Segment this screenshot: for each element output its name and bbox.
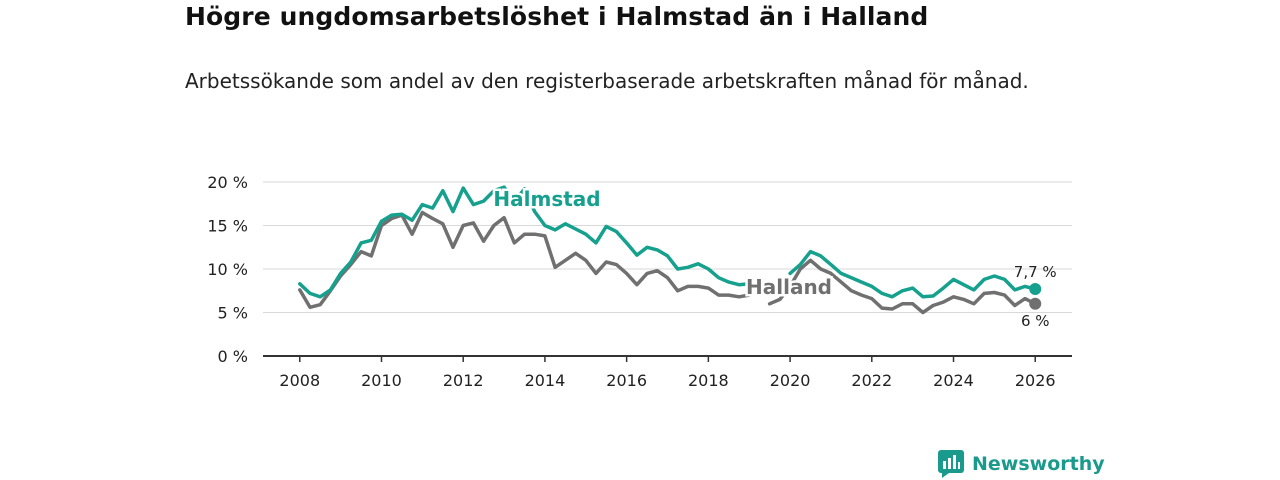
x-tick-label: 2010	[361, 371, 402, 390]
end-label-halmstad: 7,7 %	[1014, 263, 1057, 281]
brand-name: Newsworthy	[972, 453, 1105, 475]
line-chart: 0 %5 %10 %15 %20 % 2008 2010 2012 2014 2016 2…	[207, 173, 1072, 390]
x-tick-label: 2012	[443, 371, 484, 390]
y-axis-labels: 0 % 5 % 10 % 15 % 20 %	[207, 173, 248, 366]
y-tick-label: 0 %	[218, 347, 248, 366]
x-tick-label: 2020	[770, 371, 811, 390]
x-tick-label: 2016	[606, 371, 647, 390]
y-tick-label: 15 %	[207, 217, 248, 236]
newsworthy-logo-icon	[938, 450, 964, 478]
chart-title: Högre ungdomsarbetslöshet i Halmstad än …	[185, 2, 929, 31]
end-point-halland	[1029, 297, 1042, 310]
series-label-halmstad: Halmstad	[493, 187, 600, 211]
y-tick-label: 20 %	[207, 173, 248, 192]
end-markers: 6 % 7,7 %	[1014, 263, 1057, 330]
x-tick-label: 2008	[279, 371, 320, 390]
series-line-halmstad	[298, 185, 1037, 299]
x-axis: 2008 2010 2012 2014 2016 2018 2020 2022 2024 2026	[263, 355, 1072, 390]
x-tick-label: 2018	[688, 371, 729, 390]
x-tick-label: 2014	[525, 371, 566, 390]
brand-logo: Newsworthy	[938, 450, 1105, 478]
end-point-halmstad	[1029, 283, 1042, 296]
series-lines	[298, 185, 1037, 315]
series-labels: Halland Halmstad	[491, 185, 835, 302]
series-line-halland	[298, 210, 1037, 315]
x-tick-label: 2022	[851, 371, 892, 390]
x-tick-label: 2024	[933, 371, 974, 390]
x-tick-label: 2026	[1015, 371, 1056, 390]
y-grid	[263, 181, 1072, 313]
series-label-halland: Halland	[746, 275, 832, 299]
y-tick-label: 10 %	[207, 260, 248, 279]
chart-subtitle: Arbetssökande som andel av den registerb…	[185, 69, 1029, 93]
y-tick-label: 5 %	[218, 304, 248, 323]
end-label-halland: 6 %	[1021, 312, 1050, 330]
